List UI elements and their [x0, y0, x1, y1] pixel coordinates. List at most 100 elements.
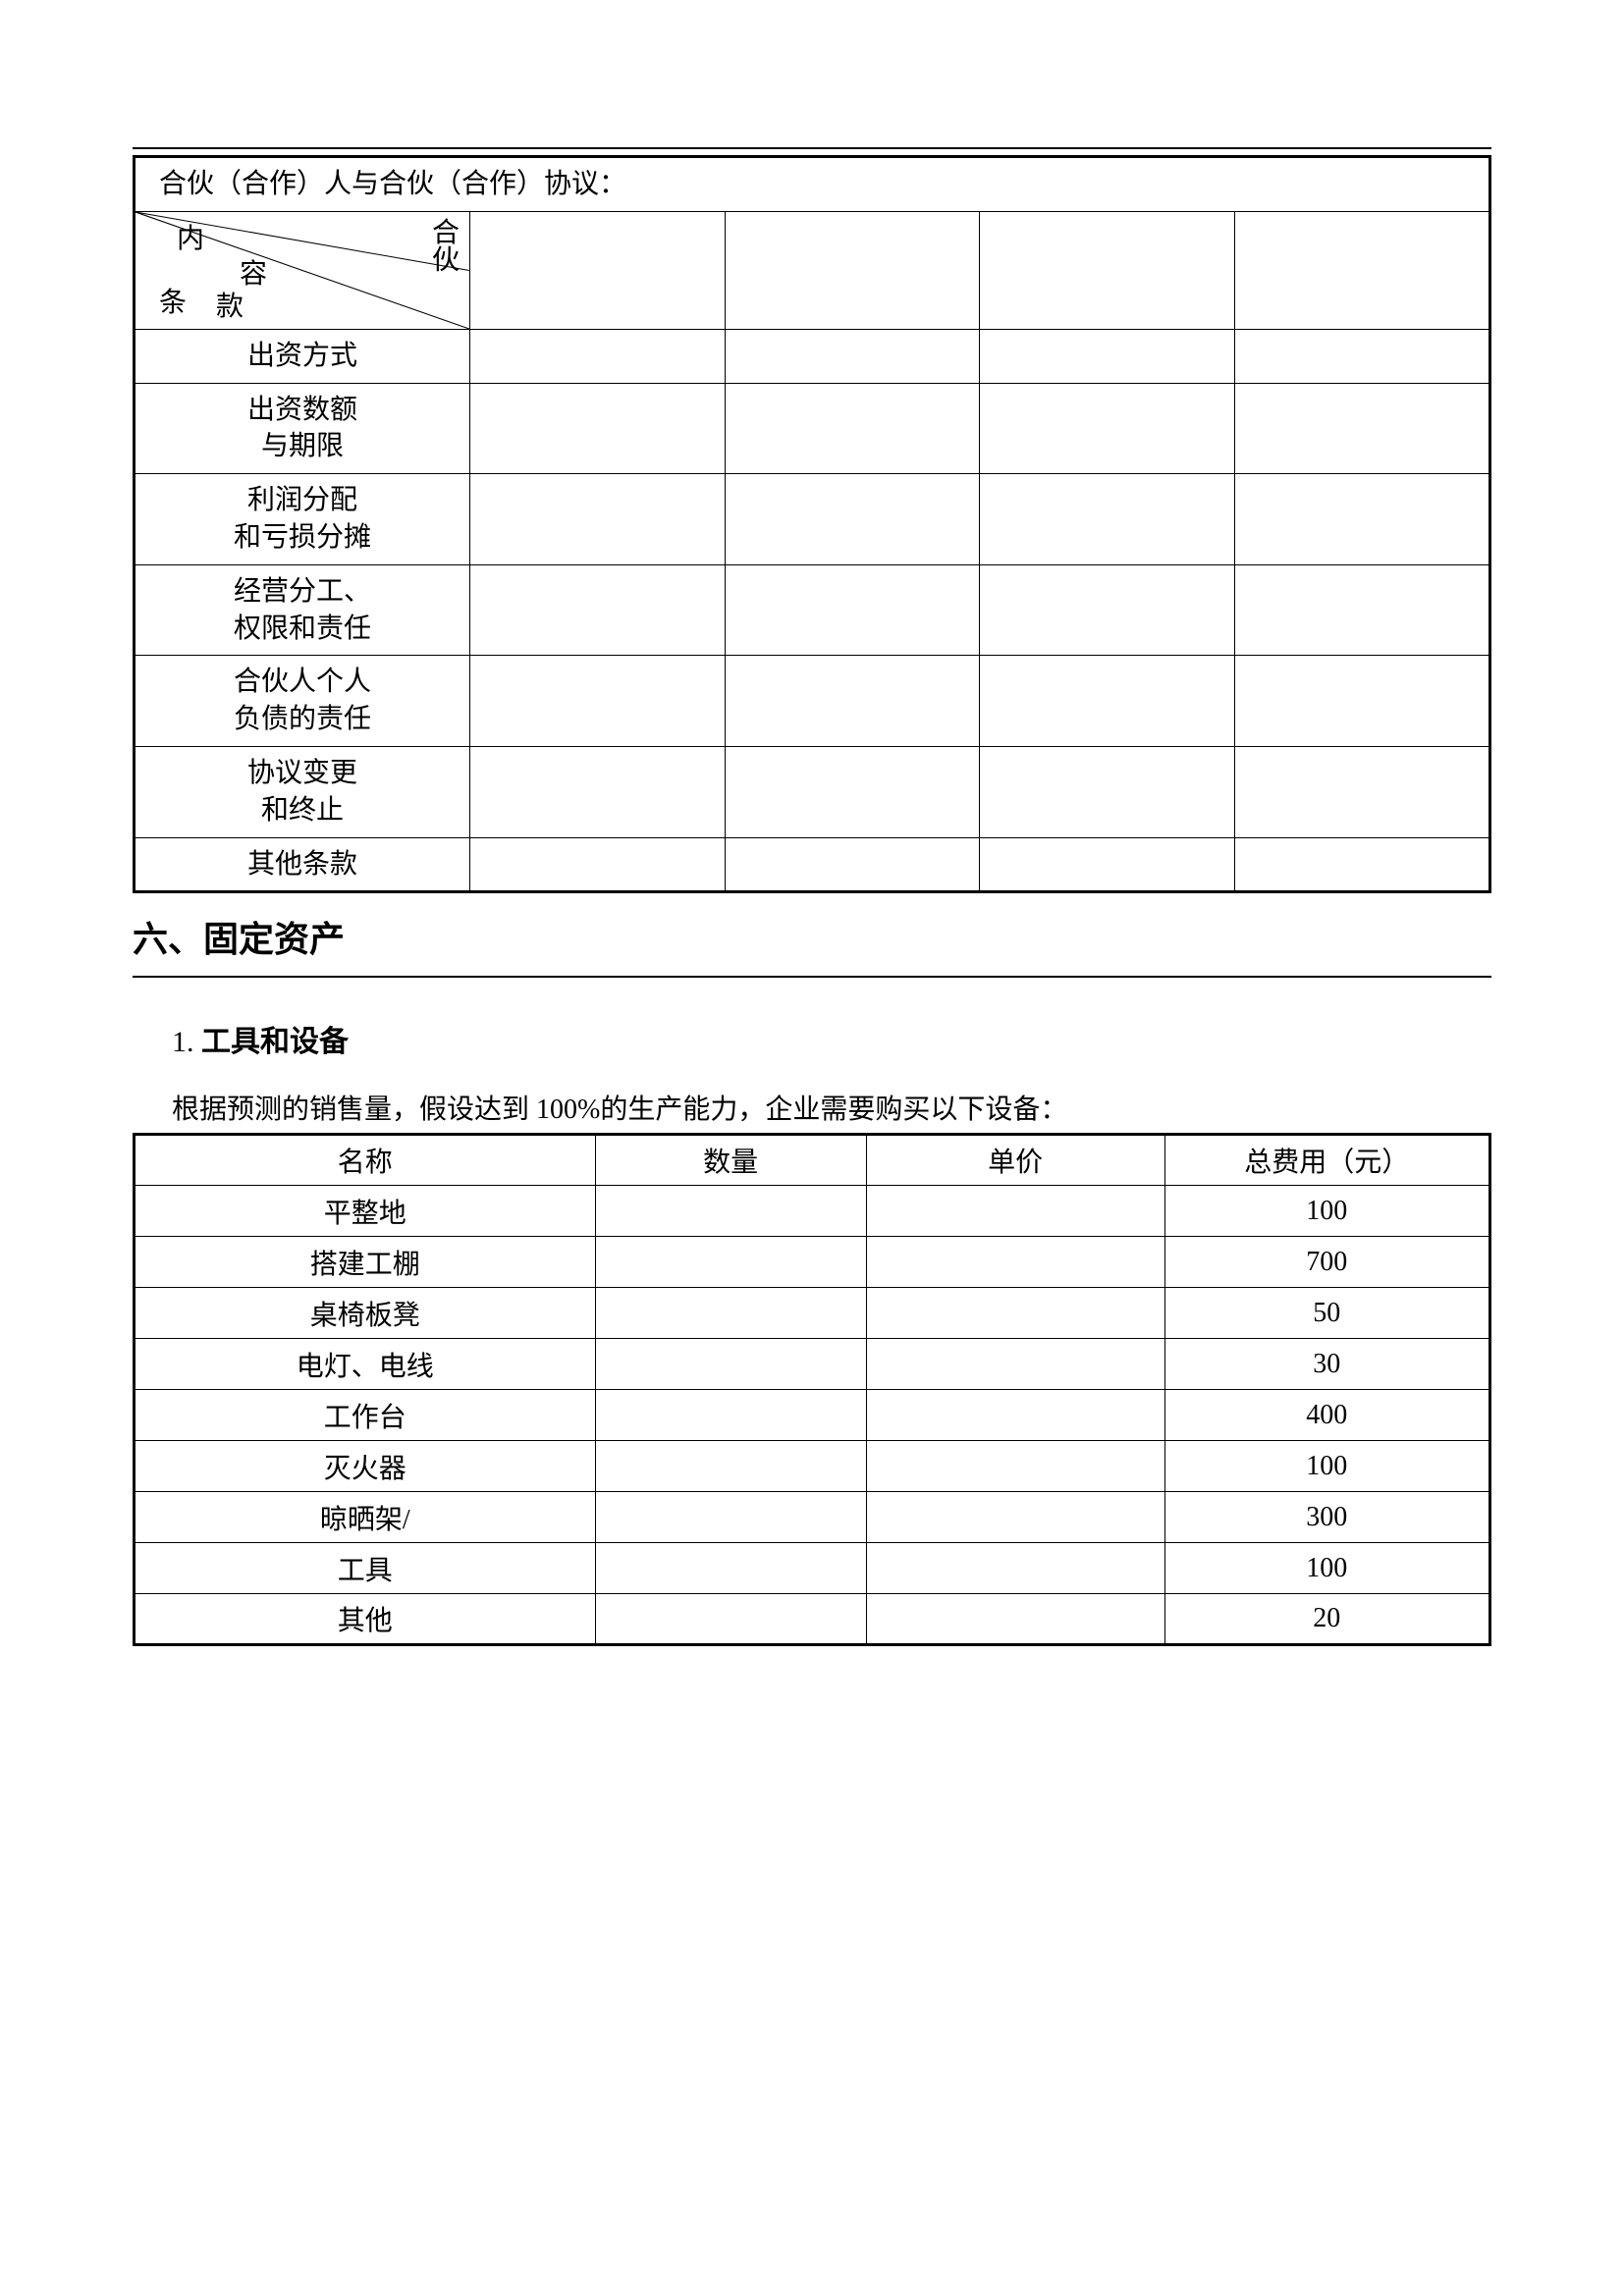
t2-cell	[595, 1237, 866, 1288]
table1-cell	[725, 746, 980, 837]
section-heading: 六、固定资产	[133, 911, 1491, 962]
t2-cell	[595, 1339, 866, 1390]
diag-huo: 伙	[432, 247, 460, 275]
subheading: 1. 工具和设备	[172, 1017, 1491, 1060]
t2-name-cell: 工作台	[135, 1390, 596, 1441]
t2-total-cell: 50	[1164, 1288, 1489, 1339]
t2-cell	[595, 1594, 866, 1645]
table1-cell	[725, 329, 980, 383]
table1-cell	[725, 837, 980, 892]
t2-name-cell: 搭建工棚	[135, 1237, 596, 1288]
table1-header-col1	[469, 211, 725, 329]
t2-cell	[866, 1339, 1164, 1390]
t2-cell	[866, 1288, 1164, 1339]
table1-cell	[980, 746, 1235, 837]
table1-cell	[725, 656, 980, 747]
table2-row: 晾晒架/300	[135, 1492, 1490, 1543]
table1-title-cell: 合伙（合作）人与合伙（合作）协议：	[135, 157, 1490, 212]
t2-name-cell: 灭火器	[135, 1441, 596, 1492]
t2-total-cell: 20	[1164, 1594, 1489, 1645]
t2-total-cell: 100	[1164, 1441, 1489, 1492]
table1-row-label: 其他条款	[135, 837, 470, 892]
table1-cell	[980, 837, 1235, 892]
table1-cell	[469, 837, 725, 892]
table1-cell	[1235, 564, 1490, 656]
subheading-number: 1.	[172, 1026, 201, 1058]
t2-header-name: 名称	[135, 1135, 596, 1186]
table1-row-label: 协议变更 和终止	[135, 746, 470, 837]
table1-title: 合伙（合作）人与合伙（合作）协议：	[159, 169, 626, 199]
table1-header-col3	[980, 211, 1235, 329]
t2-name-cell: 桌椅板凳	[135, 1288, 596, 1339]
table1-row: 出资数额 与期限	[135, 383, 1490, 474]
t2-header-total: 总费用（元）	[1164, 1135, 1489, 1186]
table1-cell	[469, 329, 725, 383]
diag-rong: 容	[240, 261, 267, 289]
table1-cell	[469, 564, 725, 656]
table1-row-label: 利润分配 和亏损分摊	[135, 474, 470, 565]
table1-cell	[980, 329, 1235, 383]
table2-row: 其他 20	[135, 1594, 1490, 1645]
t2-name-cell: 电灯、电线	[135, 1339, 596, 1390]
table1-row: 经营分工、 权限和责任	[135, 564, 1490, 656]
table2-row: 桌椅板凳 50	[135, 1288, 1490, 1339]
t2-cell	[866, 1237, 1164, 1288]
table1-row: 出资方式	[135, 329, 1490, 383]
equipment-table: 名称 数量 单价 总费用（元） 平整地100搭建工棚700桌椅板凳50电灯、电线…	[133, 1133, 1491, 1646]
table1-cell	[1235, 656, 1490, 747]
table1-cell	[980, 564, 1235, 656]
mid-horizontal-rule	[133, 976, 1491, 978]
table1-cell	[1235, 474, 1490, 565]
equipment-para: 根据预测的销售量，假设达到 100%的生产能力，企业需要购买以下设备：	[172, 1088, 1491, 1127]
t2-cell	[866, 1594, 1164, 1645]
t2-total-cell: 700	[1164, 1237, 1489, 1288]
subheading-text: 工具和设备	[201, 1026, 349, 1058]
t2-name-cell: 晾晒架/	[135, 1492, 596, 1543]
diag-tiao: 条	[159, 290, 187, 317]
table1-diagonal-header: 内 容 合 伙 条 款	[135, 211, 470, 329]
table1-cell	[980, 383, 1235, 474]
table2-row: 电灯、电线 30	[135, 1339, 1490, 1390]
t2-cell	[595, 1390, 866, 1441]
diag-nei: 内	[177, 226, 204, 253]
table1-cell	[1235, 837, 1490, 892]
t2-name-cell: 平整地	[135, 1186, 596, 1237]
t2-cell	[866, 1492, 1164, 1543]
t2-total-cell: 100	[1164, 1543, 1489, 1594]
t2-cell	[866, 1390, 1164, 1441]
table1-cell	[1235, 383, 1490, 474]
table1-row: 其他条款	[135, 837, 1490, 892]
table1-header-col4	[1235, 211, 1490, 329]
t2-total-cell: 30	[1164, 1339, 1489, 1390]
t2-cell	[595, 1288, 866, 1339]
t2-cell	[595, 1543, 866, 1594]
t2-cell	[866, 1441, 1164, 1492]
table1-cell	[725, 564, 980, 656]
t2-total-cell: 400	[1164, 1390, 1489, 1441]
t2-header-price: 单价	[866, 1135, 1164, 1186]
table1-cell	[980, 656, 1235, 747]
table2-row: 工作台 400	[135, 1390, 1490, 1441]
t2-cell	[595, 1492, 866, 1543]
table1-cell	[725, 383, 980, 474]
top-horizontal-rule	[133, 147, 1491, 149]
t2-cell	[866, 1543, 1164, 1594]
table1-header-col2	[725, 211, 980, 329]
table2-row: 平整地100	[135, 1186, 1490, 1237]
table1-cell	[725, 474, 980, 565]
table1-cell	[469, 474, 725, 565]
table2-row: 搭建工棚 700	[135, 1237, 1490, 1288]
partnership-agreement-table: 合伙（合作）人与合伙（合作）协议： 内 容 合 伙 条 款 出资方式出资数额 与…	[133, 155, 1491, 893]
t2-total-cell: 300	[1164, 1492, 1489, 1543]
table1-cell	[469, 656, 725, 747]
t2-cell	[866, 1186, 1164, 1237]
table2-row: 灭火器 100	[135, 1441, 1490, 1492]
table1-row: 协议变更 和终止	[135, 746, 1490, 837]
t2-header-qty: 数量	[595, 1135, 866, 1186]
table1-cell	[469, 383, 725, 474]
t2-name-cell: 其他	[135, 1594, 596, 1645]
t2-name-cell: 工具	[135, 1543, 596, 1594]
table1-row: 利润分配 和亏损分摊	[135, 474, 1490, 565]
diag-he: 合	[432, 220, 460, 247]
table1-cell	[469, 746, 725, 837]
